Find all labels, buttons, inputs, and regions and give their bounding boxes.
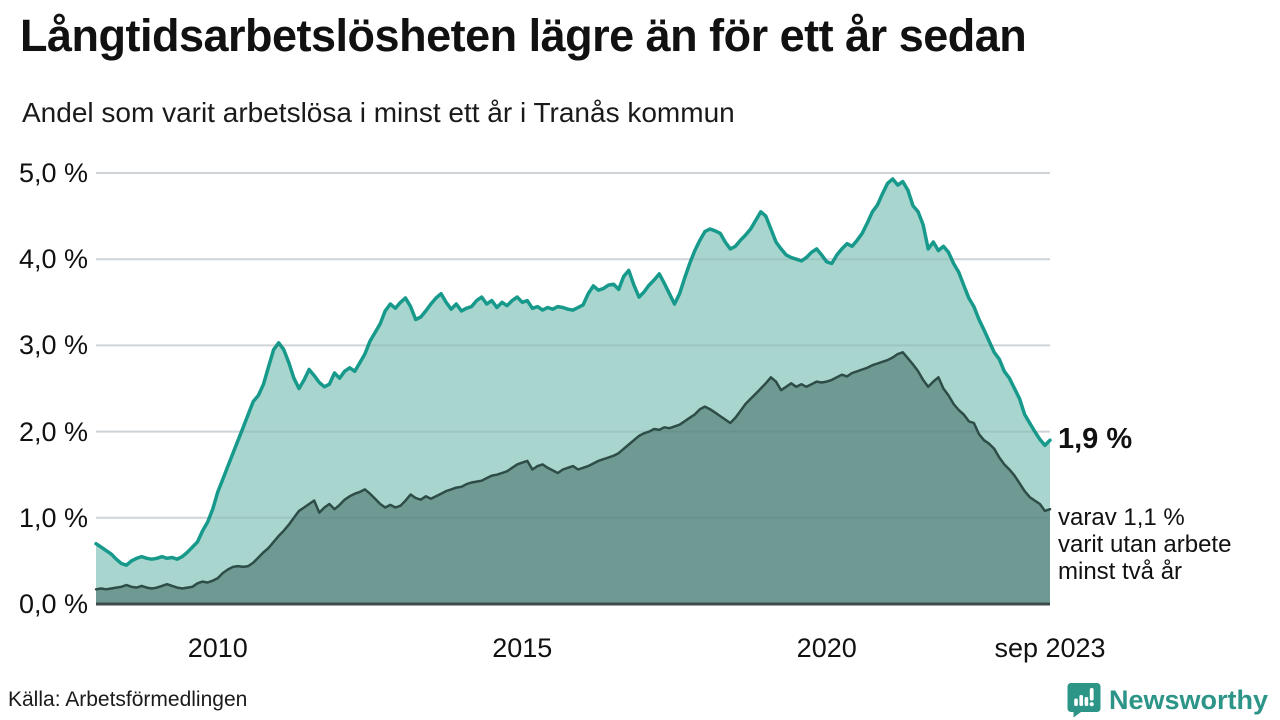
page-title: Långtidsarbetslösheten lägre än för ett … (20, 10, 1027, 61)
bar-chart-speech-bubble-icon (1067, 682, 1101, 718)
newsworthy-logo-text: Newsworthy (1108, 684, 1268, 715)
latest-value-label: 1,9 % (1058, 423, 1133, 456)
y-axis-tick-label: 1,0 % (18, 502, 88, 533)
area-fill-series-1 (96, 352, 1050, 604)
y-axis-tick-label: 2,0 % (18, 416, 88, 447)
breakdown-annotation-line: minst två år (1058, 558, 1183, 585)
y-axis-tick-label: 0,0 % (18, 589, 88, 619)
x-axis-tick-label: 2015 (492, 633, 553, 663)
x-axis-tick-label: 2020 (796, 633, 857, 663)
source-credit: Källa: Arbetsförmedlingen (8, 688, 248, 711)
chart-subtitle: Andel som varit arbetslösa i minst ett å… (22, 97, 735, 128)
y-axis-tick-label: 5,0 % (18, 158, 88, 188)
y-axis-tick-label: 3,0 % (18, 330, 88, 361)
newsworthy-logo: Newsworthy (1067, 682, 1268, 718)
line-series-1 (94, 351, 1052, 591)
breakdown-annotation-line: varav 1,1 % (1058, 504, 1185, 531)
breakdown-annotation-line: varit utan arbete (1058, 531, 1232, 558)
line-series-0 (94, 177, 1052, 567)
x-axis-tick-label: 2010 (187, 633, 248, 663)
y-axis-tick-label: 4,0 % (18, 244, 88, 275)
x-axis-tick-label: sep 2023 (994, 633, 1106, 663)
